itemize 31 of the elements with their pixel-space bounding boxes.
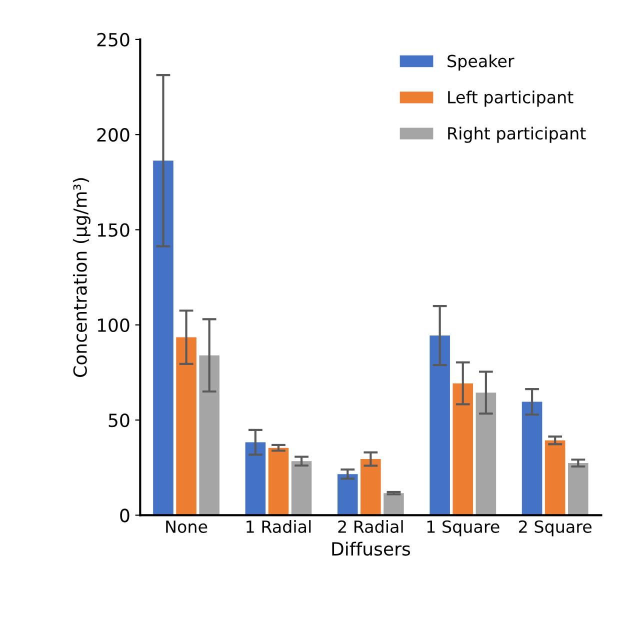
bar xyxy=(384,493,404,516)
y-tick-label: 200 xyxy=(97,128,130,142)
y-tick-label: 0 xyxy=(120,508,130,522)
legend-label: Left participant xyxy=(448,90,574,107)
bar xyxy=(522,402,542,516)
x-tick-label: 1 Radial xyxy=(246,520,311,533)
y-tick-label: 100 xyxy=(98,318,130,332)
y-tick-label: 150 xyxy=(98,223,130,237)
bar xyxy=(291,461,312,516)
bar xyxy=(337,474,358,516)
bar xyxy=(153,160,174,516)
y-tick-label: 250 xyxy=(97,32,130,47)
bar xyxy=(452,383,474,516)
bar xyxy=(360,459,381,516)
x-tick-label: 1 Square xyxy=(427,520,500,536)
legend-label: Speaker xyxy=(448,54,514,71)
legend-label: Right participant xyxy=(448,126,586,143)
x-axis-title: Diffusers xyxy=(332,542,410,556)
bar xyxy=(568,463,588,516)
y-tick-label: 50 xyxy=(108,414,130,428)
x-tick-label: 2 Square xyxy=(519,520,592,536)
bar xyxy=(430,336,450,516)
bar xyxy=(476,392,496,516)
x-tick-label: None xyxy=(166,520,208,533)
x-tick-label: 2 Radial xyxy=(338,520,403,533)
bar xyxy=(245,442,266,516)
bar xyxy=(268,448,289,516)
bar xyxy=(544,440,566,516)
bar xyxy=(199,355,220,516)
y-axis-title: Concentration (µg/m³) xyxy=(72,178,90,378)
bar xyxy=(176,337,196,516)
